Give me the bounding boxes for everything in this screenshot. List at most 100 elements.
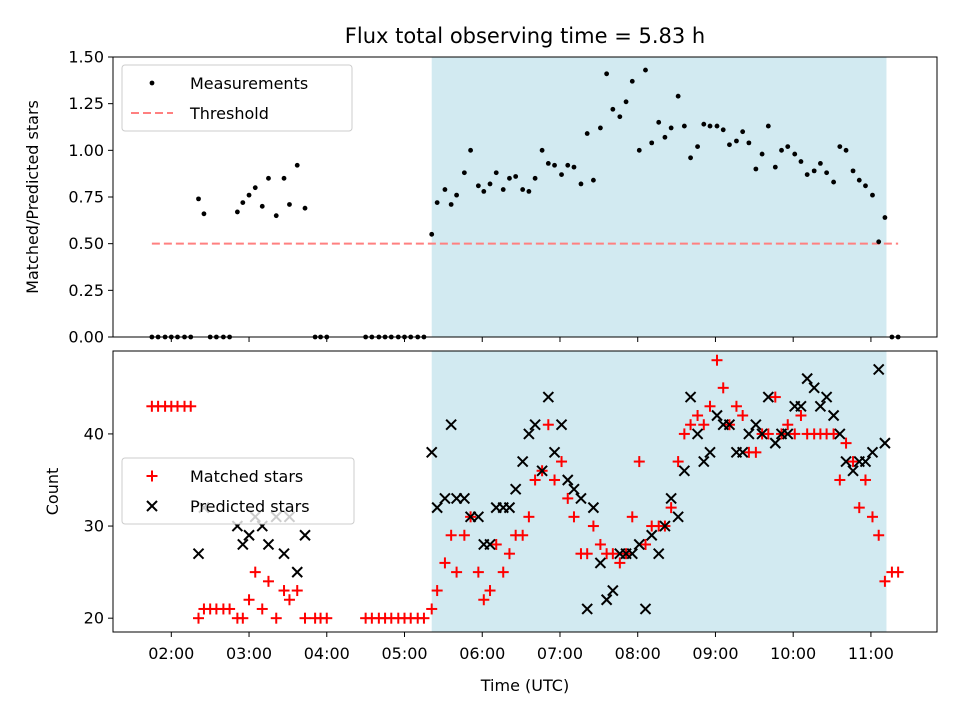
measurement-point <box>876 239 882 245</box>
measurement-point <box>500 187 506 192</box>
measurement-point <box>714 123 720 129</box>
predicted-star-point <box>659 520 671 532</box>
predicted-star-point <box>581 603 593 615</box>
measurements-panel: 0.00 0.25 0.50 0.75 1.00 1.25 1.50 Flux total … <box>23 24 938 347</box>
predicted-star-point <box>801 372 813 385</box>
measurement-point <box>779 147 784 153</box>
predicted-star-point <box>691 428 704 440</box>
predicted-star-point <box>840 455 852 468</box>
predicted-star-point <box>542 391 555 403</box>
measurement-point <box>454 192 459 198</box>
measurement-point <box>811 168 817 174</box>
matched-star-point <box>672 456 684 468</box>
measurement-point <box>294 162 300 168</box>
predicted-star-point <box>762 391 775 403</box>
matched-star-point <box>614 557 626 569</box>
measurement-point <box>856 177 862 183</box>
predicted-star-point <box>834 428 846 440</box>
matched-star-point <box>795 409 807 421</box>
top-ytick-label: 0.50 <box>68 234 104 253</box>
predicted-star-point <box>523 428 535 440</box>
predicted-star-point <box>445 418 457 431</box>
measurement-point <box>266 175 271 181</box>
predicted-star-point <box>548 446 561 459</box>
measurement-point <box>196 196 201 202</box>
measurement-point <box>487 181 493 187</box>
predicted-star-point <box>678 465 691 477</box>
measurement-point <box>302 205 308 211</box>
predicted-star-point <box>750 418 762 431</box>
top-ytick-label: 1.00 <box>68 141 104 160</box>
top-ytick-label: 0.00 <box>68 328 104 347</box>
measurement-point <box>259 203 265 209</box>
matched-star-point <box>490 538 502 550</box>
xtick-label: 08:00 <box>615 644 661 663</box>
top-y-axis-label: Matched/Predicted stars <box>23 100 42 294</box>
predicted-star-point <box>879 437 891 449</box>
matched-star-point <box>711 354 723 366</box>
predicted-star-point <box>529 418 541 431</box>
measurement-point <box>656 119 662 125</box>
measurement-point <box>720 127 726 133</box>
measurement-point <box>681 123 687 129</box>
measurement-point <box>740 129 746 135</box>
measurement-point <box>434 200 440 206</box>
predicted-star-point <box>646 529 658 541</box>
predicted-star-point <box>866 446 879 459</box>
matched-star-point <box>185 400 197 412</box>
matched-star-point <box>698 419 710 431</box>
measurement-point <box>598 125 603 131</box>
measurement-point <box>584 131 590 136</box>
measurement-point <box>831 179 837 185</box>
predicted-star-point <box>587 501 600 514</box>
measurement-point <box>636 147 642 153</box>
top-ytick-label: 0.75 <box>68 188 104 207</box>
predicted-star-point <box>808 382 820 394</box>
measurement-point <box>552 162 557 168</box>
measurement-point <box>772 164 778 170</box>
top-ytick-label: 1.25 <box>68 94 104 113</box>
measurement-point <box>493 170 499 176</box>
predicted-star-point <box>704 446 716 459</box>
measurement-point <box>765 123 771 129</box>
matched-star-point <box>270 612 282 624</box>
matched-star-point <box>472 566 484 578</box>
measurement-point <box>817 161 823 166</box>
measurement-point <box>532 175 538 181</box>
top-legend: Measurements Threshold <box>121 64 353 132</box>
matched-star-point <box>458 529 470 541</box>
measurement-point <box>591 177 596 183</box>
measurement-point <box>785 144 791 150</box>
matched-star-point <box>262 575 274 587</box>
measurement-point <box>475 183 481 189</box>
measurement-point <box>759 151 765 157</box>
measurement-point <box>617 114 623 120</box>
measurement-point <box>707 123 713 129</box>
matched-star-point <box>847 456 859 468</box>
measurement-point <box>287 202 292 207</box>
xtick-label: 11:00 <box>848 644 894 663</box>
matched-star-point <box>834 474 846 486</box>
matched-star-point <box>587 520 599 532</box>
measurement-point <box>281 175 287 181</box>
xtick-label: 02:00 <box>148 644 194 663</box>
matched-star-point <box>769 391 781 403</box>
measurement-point <box>746 140 752 146</box>
predicted-star-point <box>237 538 249 551</box>
matched-star-point <box>299 612 311 624</box>
predicted-star-point <box>633 538 645 551</box>
legend-matched-marker <box>146 470 158 482</box>
measurement-point <box>675 93 681 99</box>
measurement-point <box>798 159 804 164</box>
xtick-label: 09:00 <box>692 644 738 663</box>
measurement-point <box>668 125 674 131</box>
bottom-legend: Matched stars Predicted stars <box>121 457 355 525</box>
predicted-star-point <box>639 603 652 615</box>
matched-star-point <box>556 456 568 468</box>
measurement-point <box>804 172 810 178</box>
matched-star-point <box>692 409 704 421</box>
matched-star-point <box>426 603 438 615</box>
matched-star-point <box>529 474 541 486</box>
predicted-star-point <box>872 363 885 376</box>
predicted-star-point <box>769 437 782 449</box>
